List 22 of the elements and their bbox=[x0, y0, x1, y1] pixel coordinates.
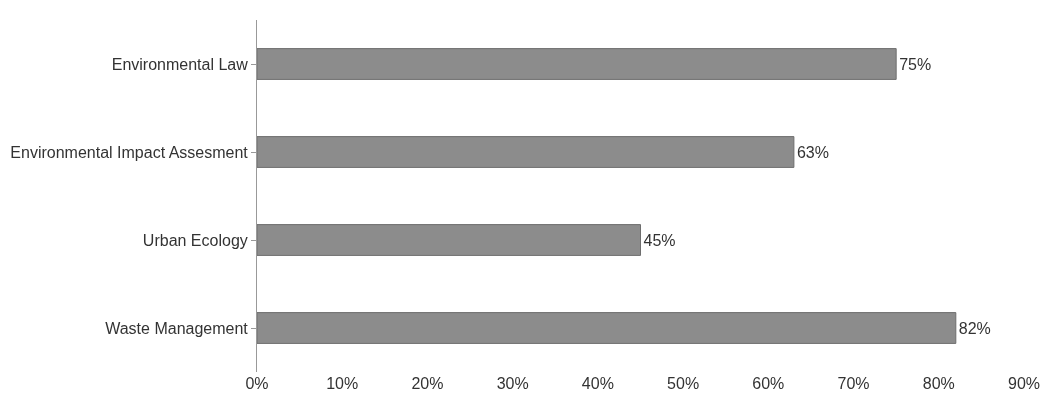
data-label: 82% bbox=[958, 319, 991, 337]
bar bbox=[257, 136, 795, 168]
x-tick-label: 0% bbox=[245, 375, 269, 392]
x-tick-label: 20% bbox=[411, 375, 444, 392]
bar bbox=[257, 224, 641, 256]
x-tick-label: 90% bbox=[1007, 375, 1041, 392]
bar bbox=[257, 48, 897, 80]
data-label: 75% bbox=[899, 55, 932, 73]
data-label: 63% bbox=[796, 143, 829, 161]
x-tick-label: 80% bbox=[922, 375, 955, 392]
y-tick-label: Waste Management bbox=[105, 319, 249, 337]
x-tick-label: 40% bbox=[581, 375, 614, 392]
x-tick-label: 60% bbox=[752, 375, 785, 392]
x-tick-label: 70% bbox=[837, 375, 870, 392]
x-tick-label: 10% bbox=[326, 375, 359, 392]
bar bbox=[257, 312, 957, 344]
y-tick-label: Environmental Impact Assesment bbox=[10, 143, 249, 161]
y-tick-label: Environmental Law bbox=[111, 55, 249, 73]
data-label: 45% bbox=[643, 231, 676, 249]
x-tick-label: 30% bbox=[496, 375, 529, 392]
y-tick-label: Urban Ecology bbox=[142, 231, 248, 249]
x-tick-label: 50% bbox=[667, 375, 700, 392]
